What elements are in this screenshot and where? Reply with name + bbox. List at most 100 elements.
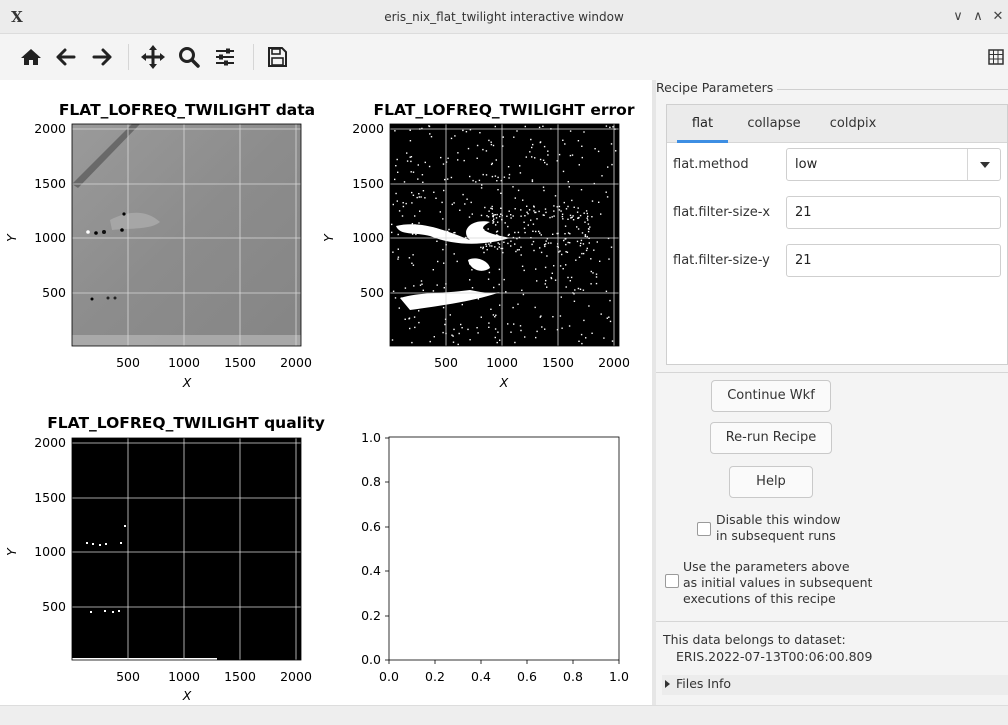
tab-flat[interactable]: flat — [677, 105, 728, 143]
rerun-recipe-button[interactable]: Re-run Recipe — [710, 422, 832, 454]
noise-speck — [416, 196, 418, 199]
noise-speck — [605, 125, 608, 127]
grid-layout-icon[interactable] — [982, 43, 1008, 71]
noise-speck — [422, 181, 424, 183]
noise-speck — [489, 245, 491, 247]
chevron-down-icon[interactable] — [967, 149, 1000, 180]
close-icon[interactable]: ✕ — [992, 9, 1004, 24]
reuse-parameters-checkbox[interactable] — [665, 574, 679, 588]
noise-speck — [490, 242, 492, 244]
noise-speck — [520, 254, 522, 256]
noise-speck — [560, 210, 562, 212]
noise-speck — [479, 132, 481, 134]
noise-speck — [417, 178, 419, 180]
noise-speck — [395, 165, 397, 167]
noise-speck — [456, 260, 458, 263]
noise-speck — [507, 323, 509, 325]
noise-speck — [452, 341, 455, 343]
plot-data-xtick: 2000 — [280, 355, 312, 370]
noise-speck — [488, 139, 490, 142]
noise-speck — [418, 196, 420, 198]
configure-subplots-icon[interactable] — [211, 43, 239, 71]
plot-empty-xtick: 0.2 — [425, 669, 445, 684]
plot-error-ytick: 2000 — [352, 121, 384, 136]
help-button[interactable]: Help — [729, 466, 813, 498]
window-title: eris_nix_flat_twilight interactive windo… — [384, 10, 624, 24]
noise-speck — [527, 224, 529, 226]
noise-speck — [535, 230, 537, 233]
noise-speck — [410, 171, 412, 173]
noise-speck — [484, 236, 486, 239]
noise-speck — [424, 197, 426, 199]
disable-window-checkbox[interactable] — [697, 522, 711, 536]
noise-speck — [396, 200, 398, 202]
noise-speck — [535, 211, 537, 214]
noise-speck — [486, 249, 488, 251]
noise-speck — [499, 339, 501, 341]
noise-speck — [494, 316, 496, 318]
plot-data-xtick: 1500 — [224, 355, 256, 370]
flat-filter-size-y-field[interactable]: 21 — [786, 244, 1001, 277]
noise-speck — [453, 202, 455, 204]
noise-speck — [524, 215, 526, 217]
noise-speck — [603, 337, 605, 339]
noise-speck — [508, 173, 511, 176]
noise-speck — [515, 250, 517, 253]
noise-speck — [419, 298, 421, 301]
noise-speck — [491, 235, 493, 238]
tab-collapse[interactable]: collapse — [747, 116, 801, 131]
home-icon[interactable] — [17, 43, 45, 71]
section-divider — [656, 621, 1008, 622]
back-arrow-icon[interactable] — [52, 43, 80, 71]
noise-speck — [532, 223, 535, 225]
noise-speck — [562, 268, 564, 270]
flat-method-select[interactable]: low — [786, 148, 1001, 181]
noise-speck — [519, 325, 522, 327]
continue-wkf-button[interactable]: Continue Wkf — [711, 380, 831, 412]
noise-speck — [565, 286, 567, 288]
noise-speck — [478, 179, 481, 182]
panel-splitter[interactable] — [652, 80, 656, 705]
noise-speck — [605, 191, 607, 193]
noise-speck — [439, 211, 441, 213]
noise-speck — [531, 156, 533, 158]
noise-speck — [443, 262, 445, 264]
reuse-parameters-line3: executions of this recipe — [683, 591, 836, 606]
noise-speck — [436, 240, 438, 242]
noise-speck — [559, 250, 561, 252]
noise-speck — [494, 336, 496, 339]
noise-speck — [495, 238, 497, 240]
plot-empty-xtick: 0.6 — [517, 669, 537, 684]
noise-speck — [577, 140, 580, 142]
noise-speck — [415, 233, 417, 236]
maximize-icon[interactable]: ∧ — [973, 9, 983, 24]
noise-speck — [488, 210, 490, 212]
noise-speck — [514, 231, 516, 234]
disable-window-line1: Disable this window — [716, 512, 841, 527]
flat-filter-size-x-field[interactable]: 21 — [786, 196, 1001, 229]
noise-speck — [578, 340, 580, 342]
plot-canvas[interactable]: FLAT_LOFREQ_TWILIGHT data 2000 — [0, 80, 652, 705]
save-icon[interactable] — [263, 43, 291, 71]
noise-speck — [482, 247, 484, 250]
plot-quality-xtick: 1500 — [224, 669, 256, 684]
noise-speck — [491, 245, 493, 247]
noise-speck — [498, 246, 500, 248]
noise-speck — [482, 229, 485, 231]
files-info-toggle[interactable]: Files Info — [662, 675, 1008, 695]
plot-error-xtick: 500 — [434, 355, 458, 370]
noise-speck — [492, 222, 494, 224]
noise-speck — [414, 215, 416, 217]
noise-speck — [600, 213, 602, 215]
noise-speck — [553, 210, 555, 212]
pan-icon[interactable] — [139, 43, 167, 71]
minimize-icon[interactable]: ∨ — [953, 9, 963, 24]
noise-speck — [410, 156, 413, 158]
forward-arrow-icon[interactable] — [88, 43, 116, 71]
zoom-icon[interactable] — [175, 43, 203, 71]
tab-coldpix[interactable]: coldpix — [829, 116, 877, 131]
noise-speck — [504, 222, 506, 224]
plot-data-ytick: 2000 — [34, 121, 66, 136]
noise-speck — [567, 241, 569, 244]
plot-data-ylabel: Y — [4, 233, 19, 242]
